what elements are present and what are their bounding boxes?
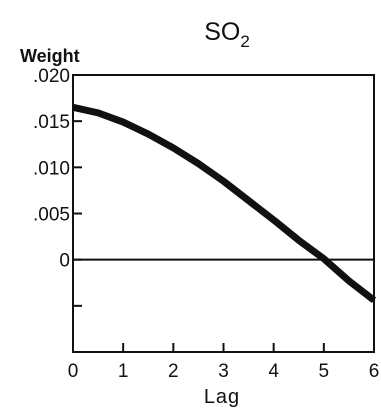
x-tick-label: 5 [319, 361, 330, 382]
y-tick-label: .015 [33, 112, 70, 133]
x-tick-label: 1 [118, 361, 129, 382]
y-axis-title: Weight [20, 46, 80, 66]
y-tick-label: .020 [33, 66, 70, 87]
x-axis-title: Lag [204, 386, 240, 408]
weight-curve [72, 103, 377, 304]
x-axis-ticks: 0 1 2 3 4 5 6 [68, 343, 380, 382]
x-tick-label: 3 [218, 361, 229, 382]
chart-title-subscript: 2 [240, 32, 249, 51]
chart-title-main: SO [204, 18, 240, 46]
y-axis-ticks: .020 .015 .010 .005 0 [33, 66, 82, 307]
y-tick-label: .005 [33, 205, 70, 226]
x-tick-label: 2 [168, 361, 179, 382]
y-tick-label: .010 [33, 158, 70, 179]
y-tick-label: 0 [59, 251, 70, 272]
chart-title: SO2 [204, 18, 250, 51]
series-group [72, 103, 377, 304]
x-tick-label: 6 [369, 361, 380, 382]
x-tick-label: 4 [268, 361, 279, 382]
x-tick-label: 0 [68, 361, 79, 382]
